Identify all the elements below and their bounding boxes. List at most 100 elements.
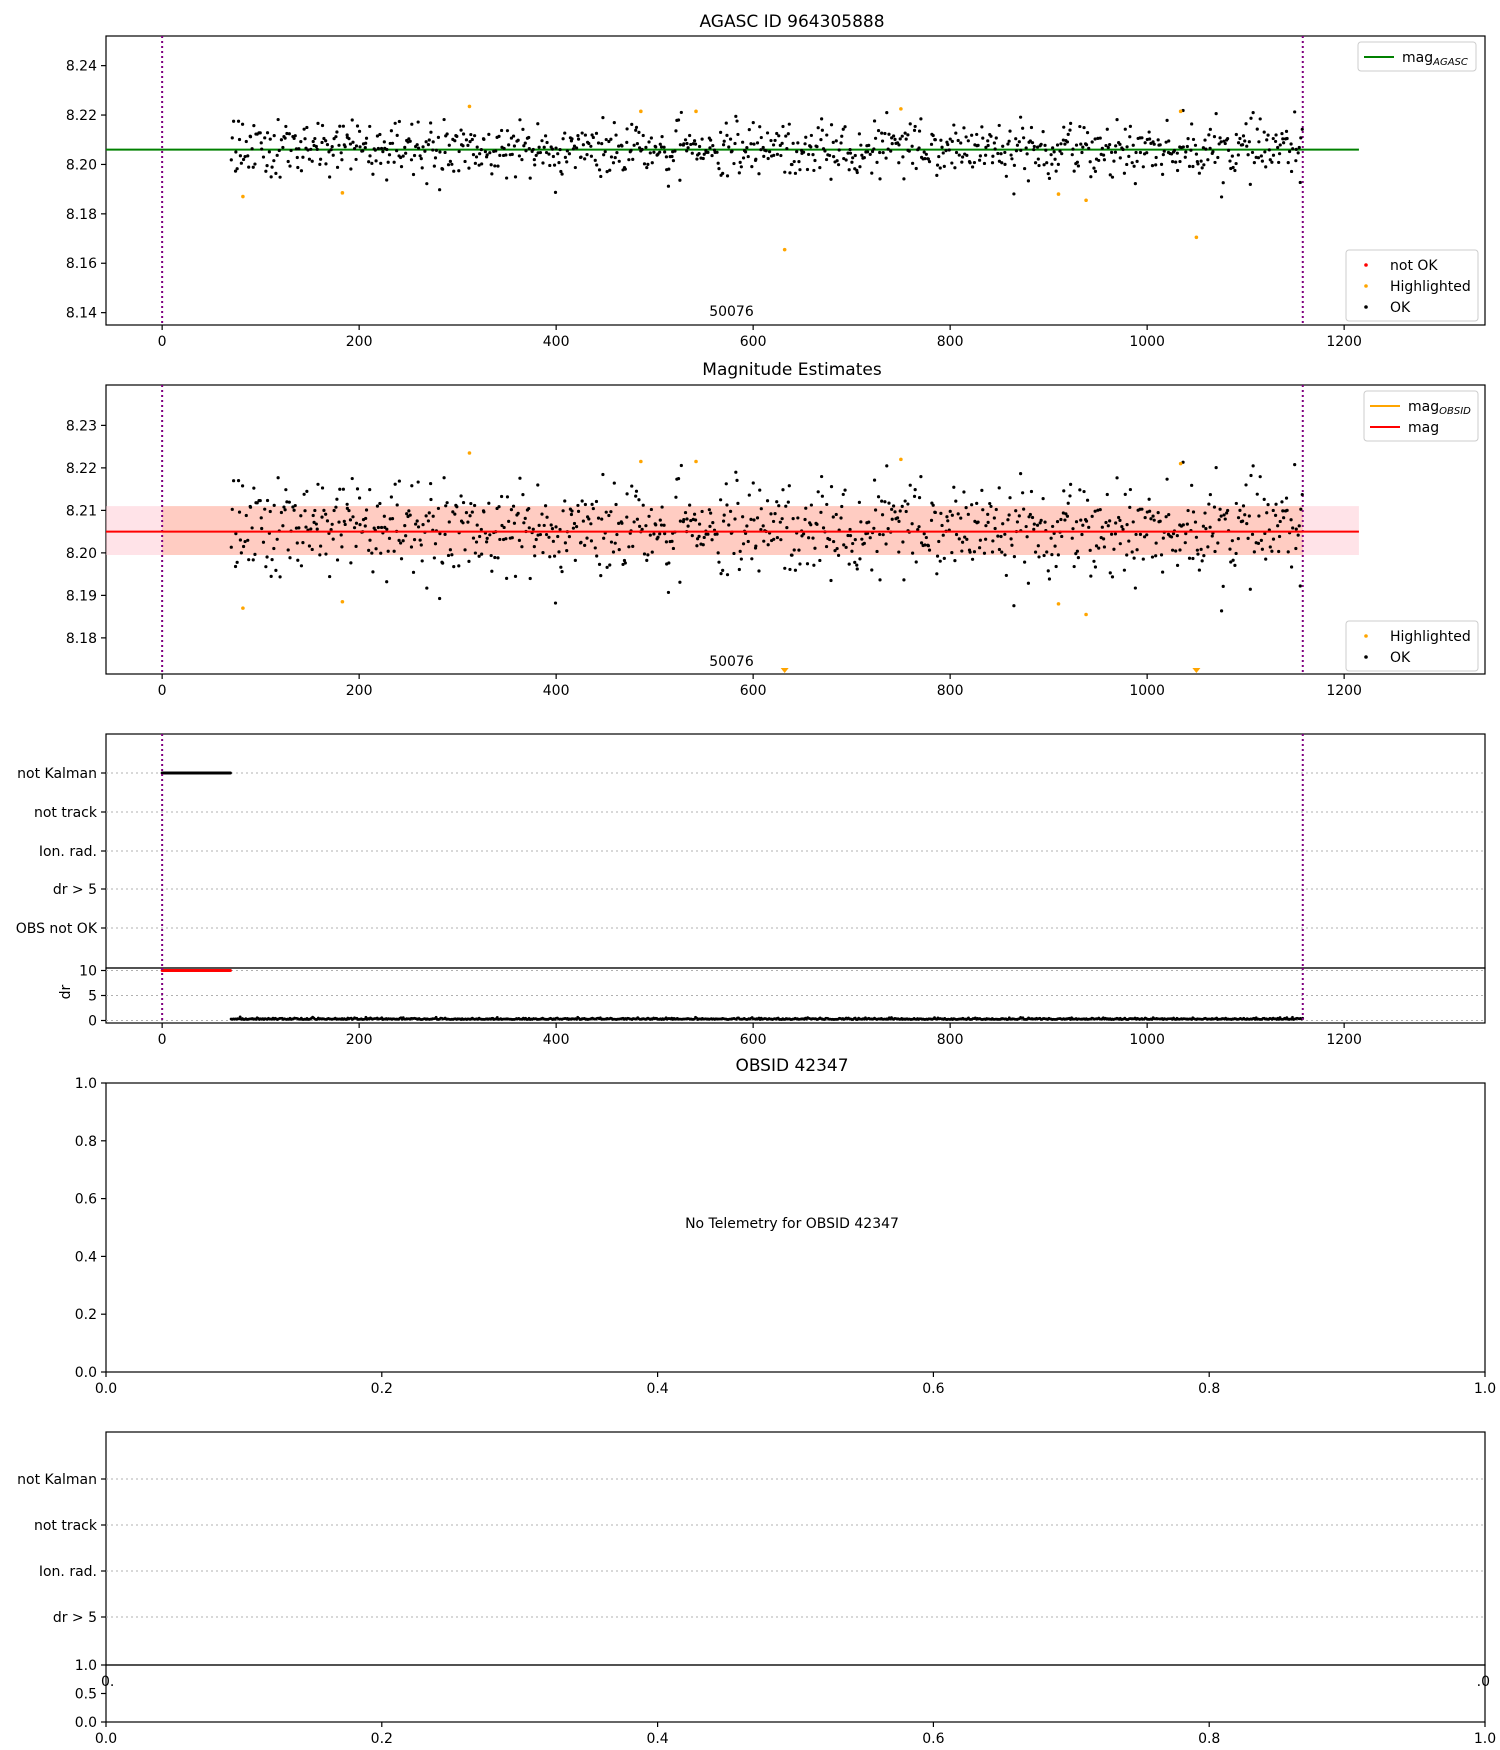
ok-point: [393, 121, 397, 125]
ok-point: [956, 138, 960, 143]
ok-point: [496, 164, 500, 168]
ok-point: [571, 147, 576, 151]
ok-point: [1233, 563, 1237, 567]
ok-point: [631, 544, 635, 548]
ok-point: [337, 143, 341, 147]
ok-point: [599, 174, 603, 179]
ok-point: [941, 151, 945, 155]
ok-point: [570, 137, 574, 141]
ok-point: [239, 161, 243, 165]
ok-point: [950, 139, 954, 143]
ok-point: [1062, 489, 1066, 493]
ok-point: [332, 508, 336, 513]
ok-point: [392, 160, 396, 164]
ok-point: [463, 159, 467, 164]
ok-point: [427, 511, 431, 515]
ok-point: [590, 133, 594, 137]
ok-point: [784, 504, 788, 508]
ok-point: [304, 525, 308, 529]
ok-point: [923, 543, 927, 547]
ok-point: [1175, 563, 1180, 567]
ok-point: [771, 519, 776, 524]
ok-point: [1062, 125, 1066, 129]
ok-point: [569, 512, 574, 517]
ok-point: [809, 145, 813, 149]
ok-point: [781, 124, 785, 129]
highlighted-point: [639, 459, 643, 464]
ok-point: [318, 162, 322, 166]
ok-point: [847, 562, 851, 566]
ok-point: [953, 166, 957, 170]
ok-point: [407, 137, 411, 141]
ok-point: [527, 506, 531, 511]
ok-point: [935, 554, 940, 558]
ok-point: [594, 131, 599, 135]
ok-point: [746, 539, 750, 544]
ok-point: [811, 536, 815, 540]
ok-point: [1115, 117, 1119, 122]
ok-point: [1185, 144, 1189, 149]
highlighted-point: [340, 191, 345, 195]
ok-point: [238, 154, 242, 158]
ok-point: [505, 495, 510, 499]
ok-point: [574, 525, 579, 529]
ok-point: [319, 157, 323, 161]
ok-point: [233, 169, 238, 173]
ok-point: [474, 540, 479, 544]
ok-point: [445, 501, 449, 505]
ok-point: [368, 154, 372, 158]
ok-point: [1298, 584, 1302, 588]
ok-point: [548, 163, 552, 168]
ok-point: [777, 504, 781, 508]
ok-point: [330, 145, 334, 149]
highlighted-point: [467, 451, 472, 455]
ok-point: [1291, 147, 1295, 151]
ok-point: [265, 498, 270, 503]
ok-point: [1150, 164, 1155, 168]
ok-point: [719, 130, 723, 134]
ok-point: [324, 552, 328, 556]
ok-point: [232, 479, 236, 483]
ok-point: [490, 569, 494, 573]
ok-point: [1039, 142, 1043, 146]
ok-point: [364, 141, 368, 145]
ok-point: [544, 532, 549, 537]
ok-point: [431, 148, 435, 152]
ok-point: [1019, 148, 1023, 152]
ok-point: [388, 141, 392, 146]
ok-point: [559, 565, 563, 569]
ok-point: [493, 555, 497, 560]
ok-point: [335, 497, 339, 501]
ok-point: [870, 149, 875, 154]
ok-point: [1076, 164, 1080, 168]
x-tick-label: 800: [937, 334, 964, 350]
ok-point: [960, 160, 964, 164]
ok-point: [819, 138, 823, 142]
ok-point: [302, 492, 306, 496]
ok-point: [623, 561, 627, 565]
ok-point: [627, 545, 631, 549]
y-tick-label: 0.4: [75, 1249, 97, 1265]
ok-point: [293, 503, 297, 508]
ok-point: [820, 128, 824, 132]
ok-point: [310, 159, 314, 163]
ok-point: [536, 483, 540, 487]
ok-point: [516, 511, 520, 515]
ok-point: [847, 168, 851, 172]
ok-point: [1082, 489, 1086, 494]
ok-point: [1072, 564, 1076, 569]
ok-point: [1170, 548, 1175, 552]
ok-point: [1114, 521, 1118, 525]
ok-point: [1216, 541, 1220, 545]
ok-point: [502, 146, 506, 151]
ok-point: [978, 546, 982, 550]
ok-point: [1033, 161, 1038, 165]
ok-point: [328, 175, 332, 179]
ok-point: [1270, 160, 1274, 164]
ok-point: [1055, 520, 1060, 524]
ok-point: [788, 567, 792, 572]
ok-point: [903, 499, 907, 503]
ok-point: [1135, 548, 1139, 552]
